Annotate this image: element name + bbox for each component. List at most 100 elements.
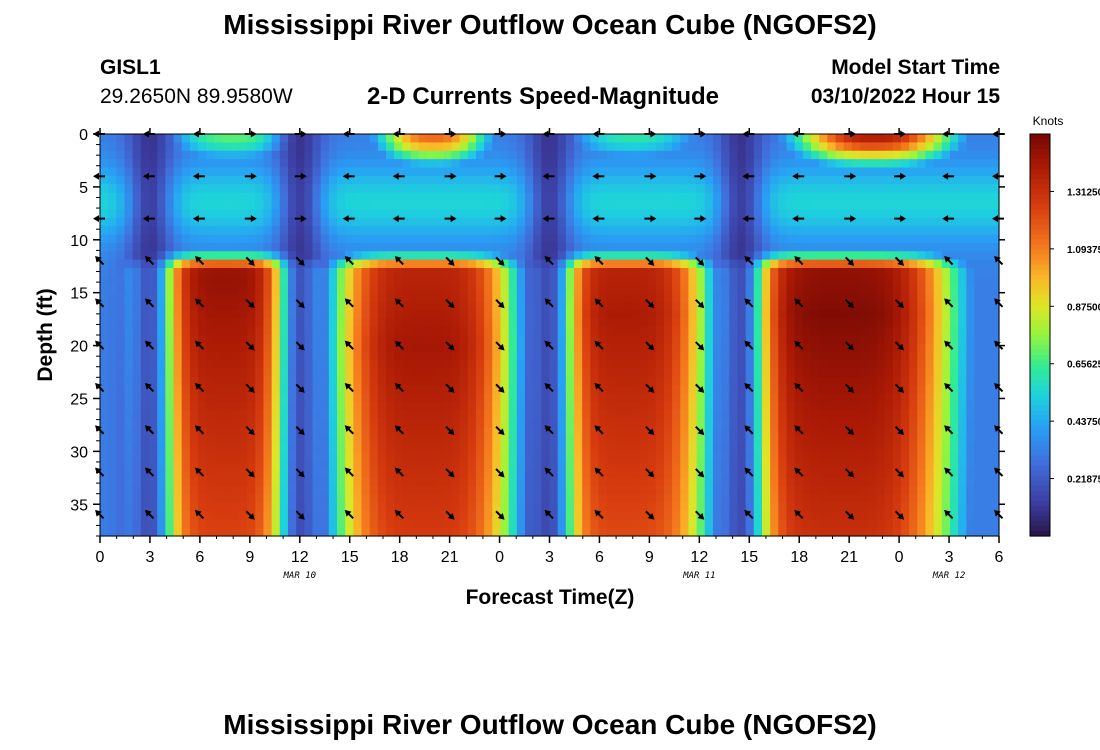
heatmap-cell	[933, 301, 943, 311]
heatmap-cell	[737, 469, 747, 478]
heatmap-cell	[827, 167, 837, 177]
heatmap-cell	[394, 368, 403, 378]
heatmap-cell	[524, 485, 534, 495]
heatmap-cell	[140, 343, 150, 353]
heatmap-cell	[925, 217, 935, 227]
heatmap-cell	[655, 410, 665, 420]
heatmap-cell	[541, 318, 551, 328]
heatmap-cell	[459, 251, 469, 261]
heatmap-cell	[909, 443, 918, 453]
heatmap-cell	[737, 402, 747, 411]
heatmap-cell	[435, 351, 444, 361]
heatmap-cell	[394, 150, 403, 160]
heatmap-cell	[345, 150, 354, 160]
heatmap-cell	[614, 217, 624, 227]
heatmap-cell	[672, 259, 681, 269]
heatmap-cell	[606, 142, 616, 152]
heatmap-cell	[745, 519, 755, 529]
heatmap-cell	[860, 393, 869, 403]
heatmap-cell	[189, 234, 199, 244]
heatmap-cell	[737, 385, 747, 395]
heatmap-cell	[533, 452, 542, 462]
heatmap-cell	[614, 293, 624, 303]
heatmap-cell	[688, 318, 698, 328]
heatmap-cell	[868, 427, 878, 437]
heatmap-cell	[394, 443, 403, 453]
heatmap-cell	[255, 410, 265, 420]
heatmap-cell	[386, 360, 395, 370]
heatmap-cell	[238, 167, 248, 177]
heatmap-cell	[516, 175, 526, 185]
heatmap-cell	[140, 192, 150, 202]
heatmap-cell	[238, 234, 248, 244]
heatmap-cell	[794, 427, 804, 437]
heatmap-cell	[672, 402, 681, 411]
heatmap-cell	[582, 527, 591, 537]
heatmap-cell	[353, 410, 363, 420]
heatmap-cell	[345, 234, 354, 244]
heatmap-cell	[165, 184, 175, 194]
heatmap-cell	[606, 510, 616, 520]
heatmap-cell	[541, 175, 551, 185]
heatmap-cell	[402, 217, 412, 227]
heatmap-cell	[410, 410, 420, 420]
heatmap-cell	[426, 435, 436, 445]
heatmap-cell	[549, 159, 559, 169]
heatmap-cell	[255, 167, 265, 177]
heatmap-cell	[418, 343, 428, 353]
heatmap-cell	[165, 418, 175, 428]
heatmap-cell	[173, 393, 183, 403]
heatmap-cell	[680, 343, 690, 353]
heatmap-cell	[140, 150, 150, 160]
heatmap-cell	[884, 418, 894, 428]
heatmap-cell	[933, 293, 943, 303]
heatmap-cell	[843, 519, 853, 529]
heatmap-cell	[933, 259, 943, 269]
heatmap-cell	[614, 276, 624, 286]
heatmap-cell	[287, 192, 297, 202]
heatmap-cell	[574, 301, 583, 311]
heatmap-cell	[541, 268, 551, 277]
heatmap-cell	[598, 418, 608, 428]
heatmap-cell	[811, 393, 820, 403]
heatmap-cell	[255, 301, 265, 311]
heatmap-cell	[165, 175, 175, 185]
heatmap-cell	[900, 259, 910, 269]
heatmap-cell	[345, 410, 354, 420]
heatmap-cell	[263, 184, 273, 194]
heatmap-cell	[198, 351, 207, 361]
heatmap-cell	[590, 134, 600, 143]
heatmap-cell	[377, 452, 387, 462]
heatmap-cell	[255, 318, 265, 328]
heatmap-cell	[745, 201, 755, 210]
heatmap-cell	[680, 460, 690, 470]
heatmap-cell	[639, 134, 649, 143]
heatmap-cell	[369, 209, 379, 219]
heatmap-cell	[770, 217, 779, 227]
heatmap-cell	[794, 410, 804, 420]
heatmap-cell	[827, 351, 837, 361]
heatmap-cell	[533, 242, 542, 252]
heatmap-cell	[647, 418, 657, 428]
heatmap-cell	[410, 443, 420, 453]
heatmap-cell	[524, 460, 534, 470]
heatmap-cell	[500, 175, 510, 185]
heatmap-cell	[672, 209, 681, 219]
heatmap-cell	[214, 469, 224, 478]
heatmap-cell	[247, 326, 256, 336]
heatmap-cell	[418, 175, 428, 185]
heatmap-cell	[255, 351, 265, 361]
heatmap-cell	[900, 351, 910, 361]
heatmap-cell	[557, 159, 567, 169]
heatmap-cell	[811, 410, 820, 420]
heatmap-cell	[320, 368, 330, 378]
heatmap-cell	[165, 293, 175, 303]
heatmap-cell	[238, 385, 248, 395]
heatmap-cell	[606, 134, 616, 143]
heatmap-cell	[238, 360, 248, 370]
heatmap-cell	[263, 368, 273, 378]
heatmap-cell	[271, 167, 281, 177]
heatmap-cell	[655, 259, 665, 269]
heatmap-cell	[198, 410, 207, 420]
heatmap-cell	[189, 268, 199, 277]
